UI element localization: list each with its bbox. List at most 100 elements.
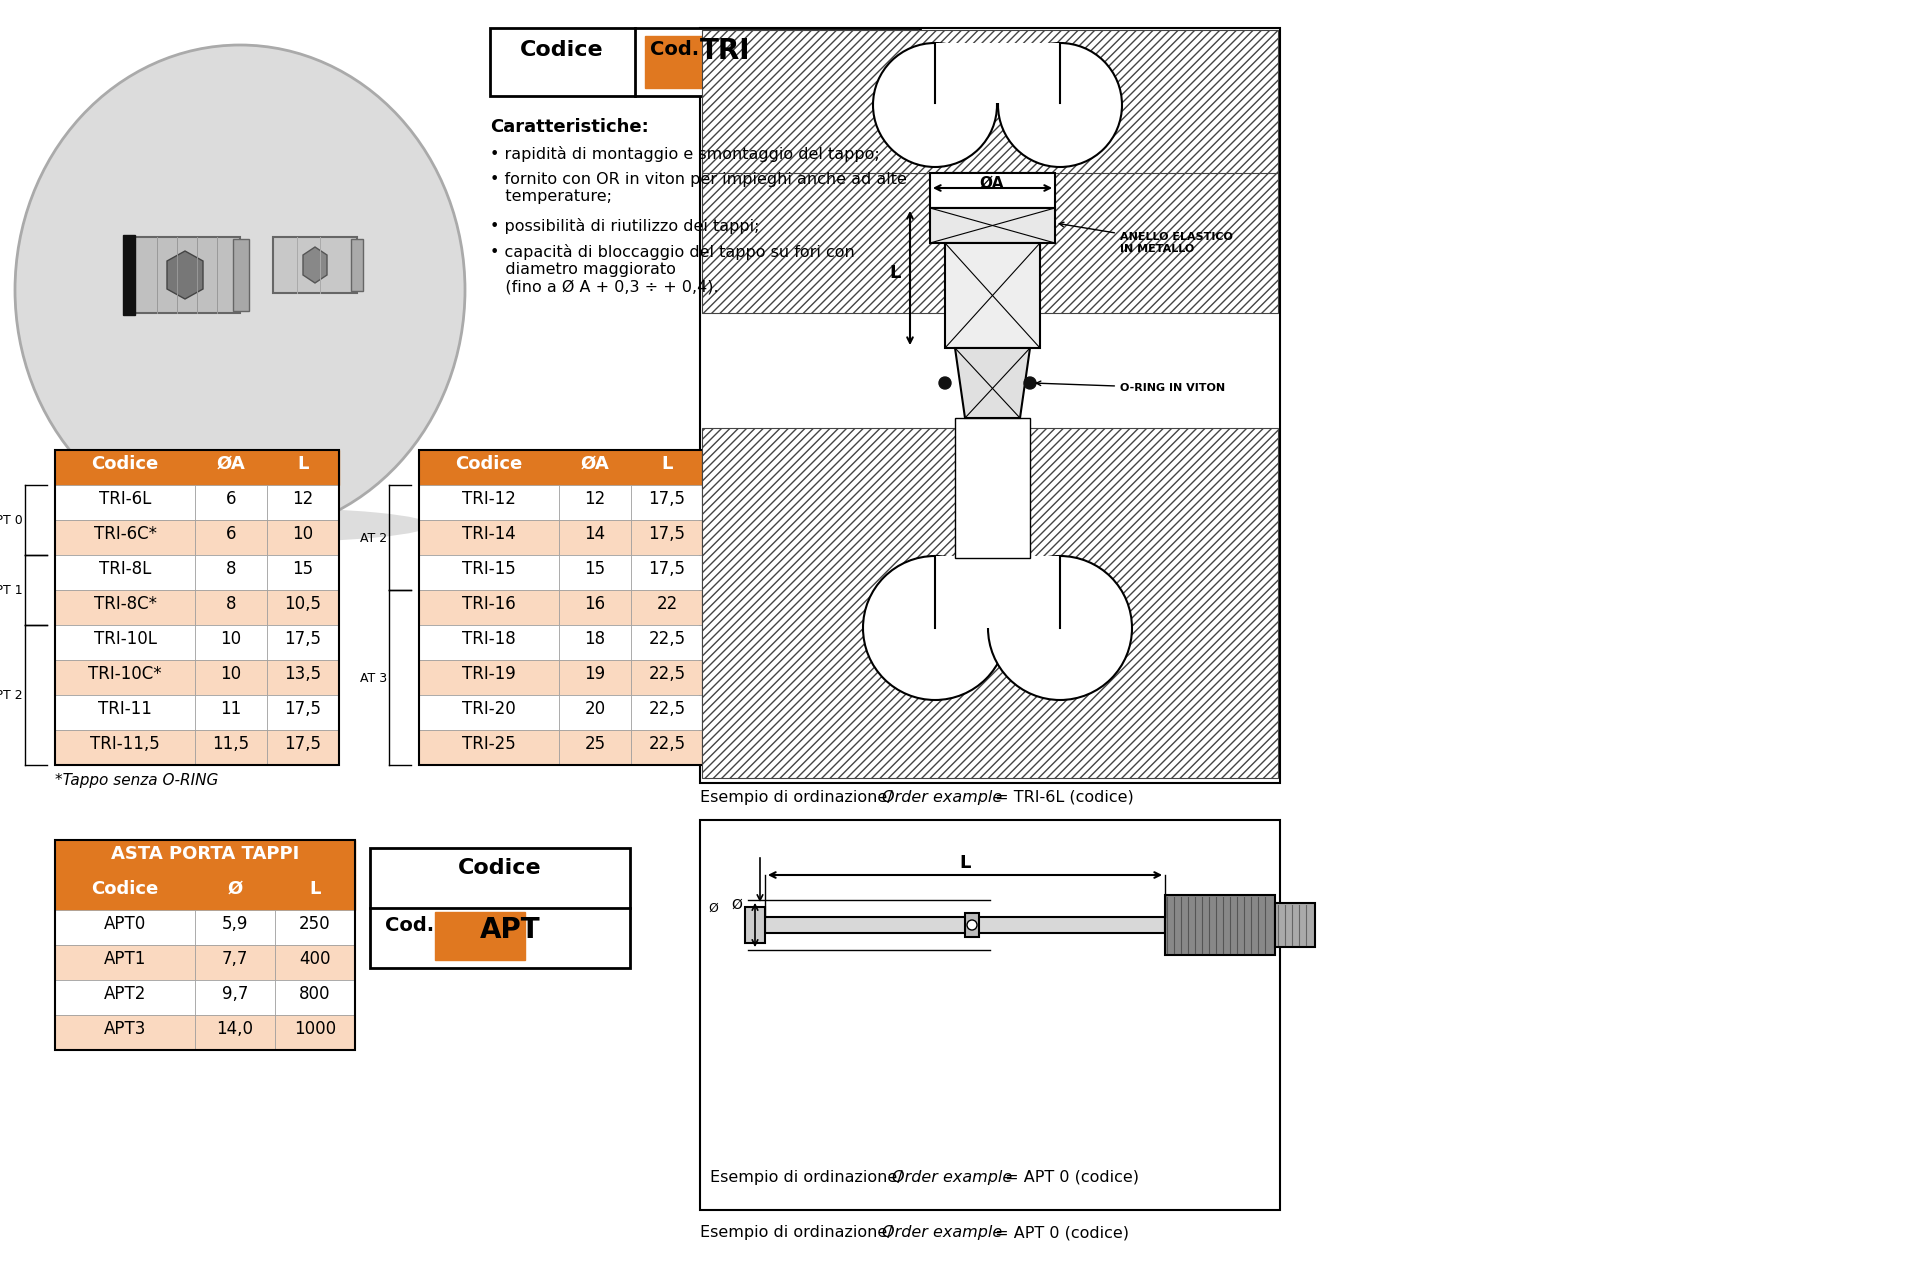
Text: 22: 22 <box>657 595 678 613</box>
Bar <box>559 626 632 660</box>
Text: ØA: ØA <box>217 455 246 473</box>
Text: 250: 250 <box>300 915 330 933</box>
Bar <box>351 238 363 291</box>
Text: TRI-20: TRI-20 <box>463 700 516 718</box>
Text: L: L <box>309 879 321 897</box>
Text: 10: 10 <box>221 629 242 647</box>
Text: 17,5: 17,5 <box>649 526 685 544</box>
Text: 16: 16 <box>584 595 605 613</box>
Text: Codice: Codice <box>92 879 159 897</box>
Bar <box>267 520 340 555</box>
Bar <box>419 485 559 520</box>
Text: Ø: Ø <box>708 903 718 915</box>
Bar <box>559 695 632 729</box>
Text: L: L <box>889 264 900 282</box>
Bar <box>632 695 703 729</box>
Text: TRI: TRI <box>701 37 751 65</box>
Text: Esempio di ordinazione/: Esempio di ordinazione/ <box>710 1170 902 1185</box>
Text: 22,5: 22,5 <box>649 700 685 718</box>
Text: 17,5: 17,5 <box>649 490 685 508</box>
Text: TRI-16: TRI-16 <box>463 595 516 613</box>
Text: AT 3: AT 3 <box>359 672 388 685</box>
Text: ØA: ØA <box>979 176 1004 191</box>
Bar <box>56 626 196 660</box>
Circle shape <box>1023 377 1037 388</box>
Bar <box>196 520 267 555</box>
Text: • rapidità di montaggio e smontaggio del tappo;: • rapidità di montaggio e smontaggio del… <box>490 146 879 162</box>
Text: 22,5: 22,5 <box>649 629 685 647</box>
Bar <box>1275 903 1315 947</box>
Bar <box>196 555 267 590</box>
Circle shape <box>939 377 950 388</box>
Text: 10,5: 10,5 <box>284 595 321 613</box>
Text: APT 0: APT 0 <box>0 514 23 527</box>
Text: 9,7: 9,7 <box>223 985 248 1003</box>
Text: Caratteristiche:: Caratteristiche: <box>490 118 649 136</box>
Text: AT 2: AT 2 <box>359 532 388 545</box>
Bar <box>1165 895 1275 955</box>
Bar <box>196 660 267 695</box>
Bar <box>559 485 632 520</box>
Bar <box>935 44 1060 103</box>
Bar <box>954 418 1029 558</box>
Bar <box>267 695 340 729</box>
Text: 17,5: 17,5 <box>284 629 321 647</box>
Bar <box>123 235 134 315</box>
Circle shape <box>874 44 996 167</box>
Bar <box>56 450 340 765</box>
Bar <box>267 590 340 626</box>
Bar <box>56 450 340 485</box>
Text: 5,9: 5,9 <box>223 915 248 933</box>
Bar <box>645 36 900 88</box>
Text: Codice: Codice <box>455 455 522 473</box>
Bar <box>56 840 355 1050</box>
Text: = APT 0 (codice): = APT 0 (codice) <box>1000 1170 1139 1185</box>
Text: 14: 14 <box>584 526 605 544</box>
Text: 8: 8 <box>227 595 236 613</box>
Text: 12: 12 <box>584 490 605 508</box>
Text: TRI-15: TRI-15 <box>463 560 516 578</box>
Text: APT: APT <box>480 917 541 944</box>
Bar <box>419 520 559 555</box>
Text: 19: 19 <box>584 665 605 683</box>
Text: APT 1: APT 1 <box>0 585 23 597</box>
Text: Codice: Codice <box>520 40 603 60</box>
Text: 15: 15 <box>292 560 313 578</box>
Bar <box>196 695 267 729</box>
Text: TRI-25: TRI-25 <box>463 735 516 753</box>
Bar <box>419 626 559 660</box>
Text: 800: 800 <box>300 985 330 1003</box>
Bar <box>632 520 703 555</box>
Bar <box>632 485 703 520</box>
Bar <box>56 695 196 729</box>
Bar <box>196 945 275 979</box>
Text: Cod.: Cod. <box>651 40 707 59</box>
Polygon shape <box>303 247 326 283</box>
Bar <box>267 485 340 520</box>
Text: TRI-18: TRI-18 <box>463 629 516 647</box>
Bar <box>273 237 357 294</box>
Bar <box>632 626 703 660</box>
Bar <box>945 173 1041 247</box>
Text: TRI-10L: TRI-10L <box>94 629 157 647</box>
Text: Codice: Codice <box>92 455 159 473</box>
Text: *Tappo senza O-RING: *Tappo senza O-RING <box>56 773 219 788</box>
Text: ANELLO ELASTICO
IN METALLO: ANELLO ELASTICO IN METALLO <box>1060 222 1233 254</box>
Bar <box>745 906 764 944</box>
Bar <box>559 660 632 695</box>
Bar <box>929 173 1054 208</box>
Ellipse shape <box>69 508 430 542</box>
Text: APT2: APT2 <box>104 985 146 1003</box>
Text: 18: 18 <box>584 629 605 647</box>
Bar <box>56 590 196 626</box>
Bar <box>56 660 196 695</box>
Bar <box>371 847 630 968</box>
Text: TRI-11,5: TRI-11,5 <box>90 735 159 753</box>
Bar <box>419 590 559 626</box>
Text: = TRI-6L (codice): = TRI-6L (codice) <box>991 790 1133 805</box>
Bar <box>701 28 1281 783</box>
Bar <box>267 660 340 695</box>
Bar <box>436 912 524 960</box>
Bar <box>703 29 1279 176</box>
Bar <box>419 555 559 590</box>
